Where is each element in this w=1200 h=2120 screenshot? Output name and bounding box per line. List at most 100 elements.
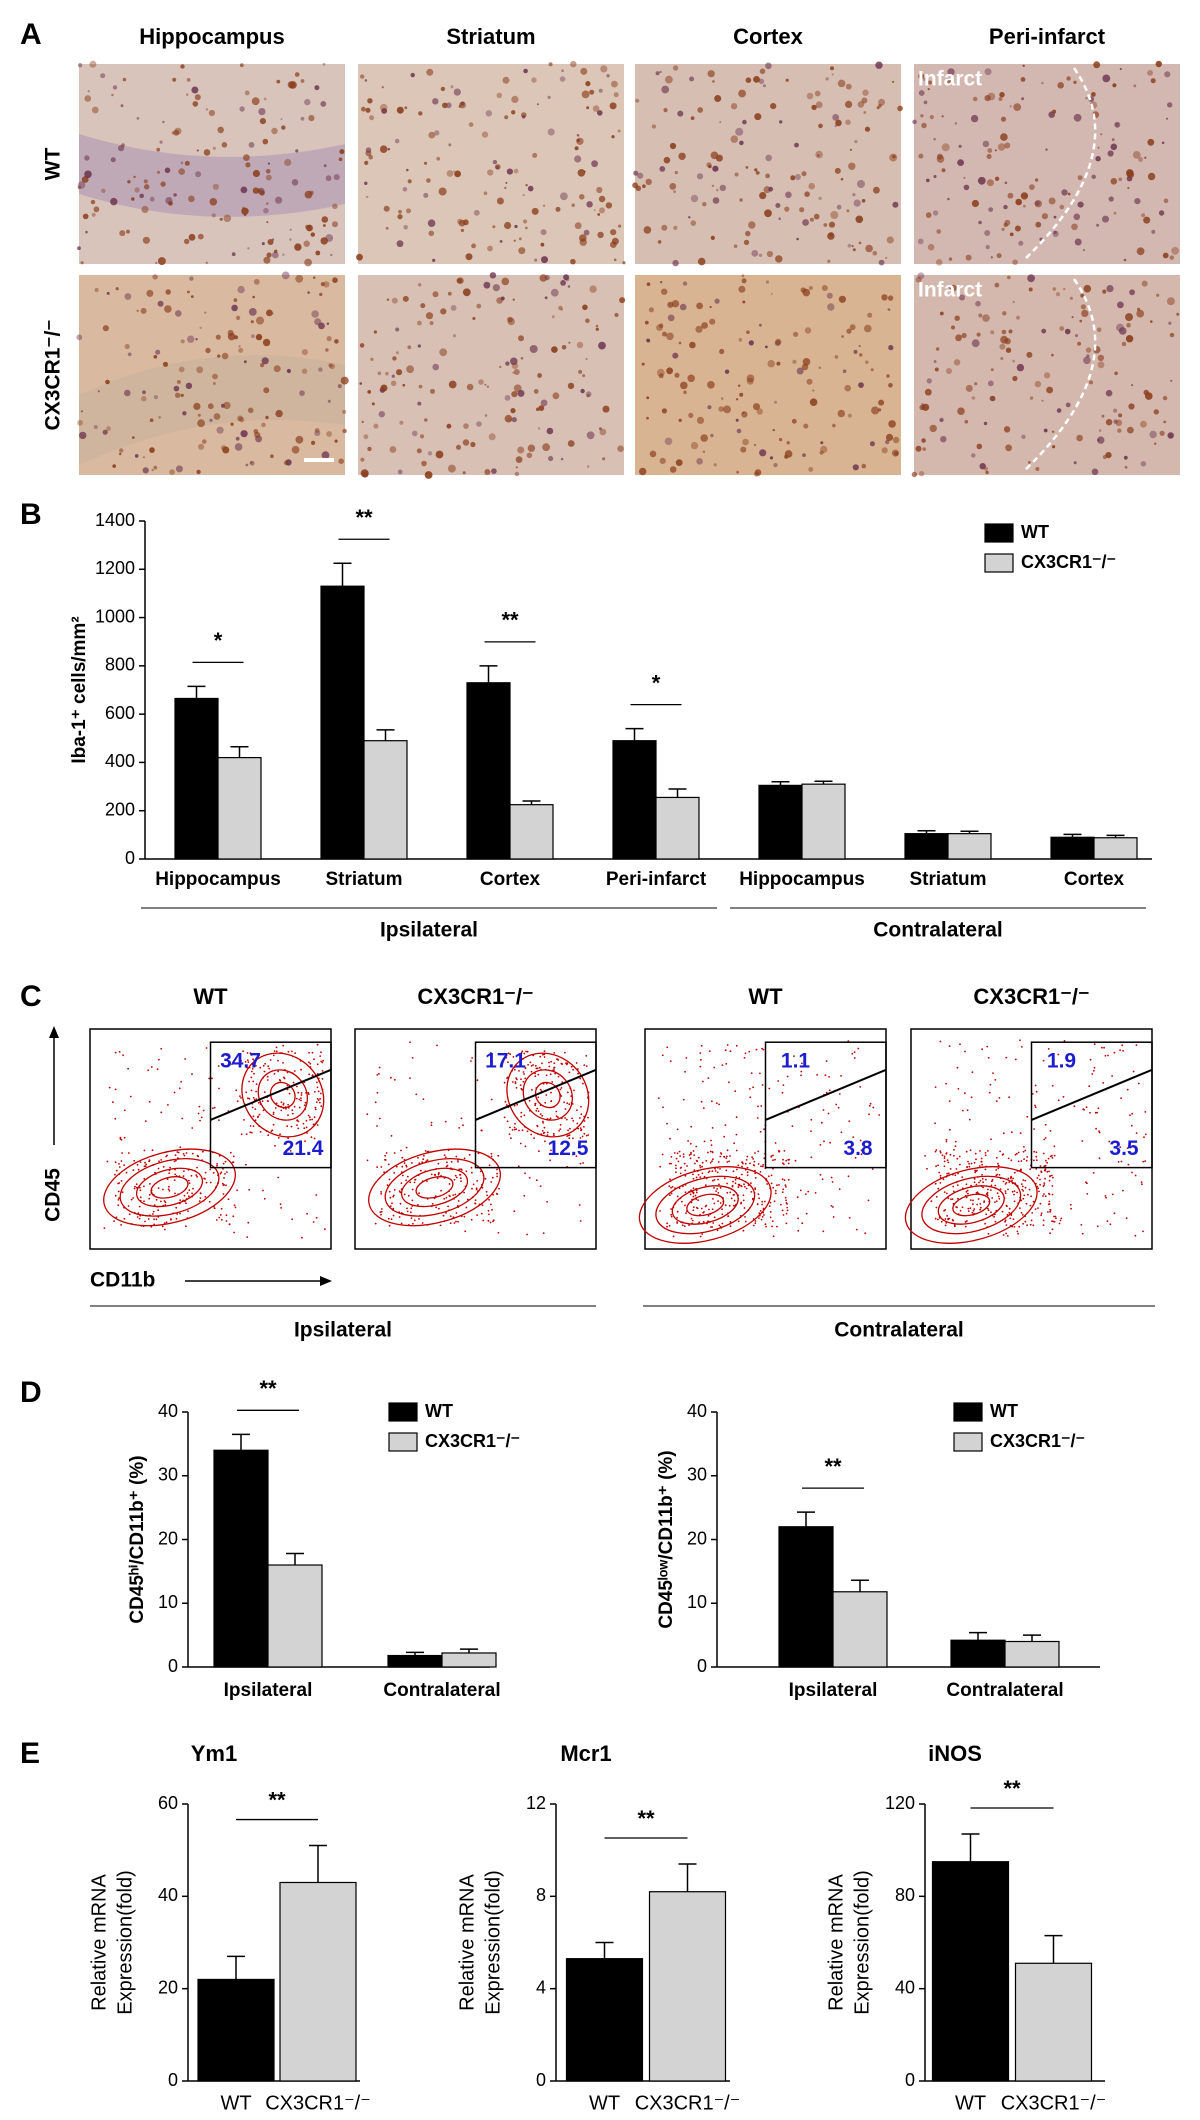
stained-cell <box>712 197 720 204</box>
error-bar <box>376 729 395 741</box>
bar <box>801 783 846 860</box>
stained-cell <box>1117 428 1122 433</box>
event-dot <box>1013 1193 1015 1196</box>
event-dot <box>548 1065 551 1068</box>
stained-cell <box>368 154 374 160</box>
stained-cell <box>541 256 548 264</box>
stained-cell <box>233 298 238 302</box>
stained-cell <box>986 154 992 159</box>
stained-cell <box>367 390 372 394</box>
event-dot <box>712 1158 714 1161</box>
micrograph-background <box>635 64 901 264</box>
gate <box>1030 1041 1153 1169</box>
stained-cell <box>689 76 695 82</box>
infarct-border <box>1023 67 1097 261</box>
y-tick-label: 20 <box>687 1528 707 1548</box>
event-dot <box>738 1183 741 1186</box>
stained-cell <box>753 443 757 447</box>
event-dot <box>735 1133 738 1136</box>
stained-cell <box>527 444 536 452</box>
event-dot <box>952 1190 955 1193</box>
event-dot <box>379 1211 382 1213</box>
stained-cell <box>606 74 610 78</box>
event-dot <box>716 1229 719 1232</box>
event-dot <box>445 1196 448 1199</box>
plot-title: CX3CR1⁻/⁻ <box>973 984 1089 1009</box>
event-dot <box>245 1163 247 1166</box>
event-dot <box>145 1163 148 1166</box>
event-dot <box>553 1052 556 1054</box>
event-dot <box>114 1117 117 1120</box>
stained-cell <box>617 129 621 133</box>
stained-cell <box>802 453 806 457</box>
stained-cell <box>1112 83 1117 88</box>
stained-cell <box>513 168 519 174</box>
event-dot <box>247 1221 250 1224</box>
stained-cell <box>763 84 766 88</box>
stained-cell <box>149 196 155 202</box>
event-dot <box>980 1160 983 1163</box>
event-dot <box>713 1216 716 1219</box>
stained-cell <box>429 321 434 326</box>
stained-cell <box>669 142 677 150</box>
event-dot <box>496 1168 498 1171</box>
stained-cell <box>714 95 722 102</box>
event-dot <box>191 1127 194 1129</box>
stained-cell <box>142 456 145 459</box>
event-dot <box>997 1164 1000 1167</box>
stained-cell <box>1028 287 1033 292</box>
y-tick-label: 4 <box>536 1977 546 1997</box>
stained-cell <box>435 450 444 459</box>
event-dot <box>737 1186 740 1188</box>
stained-cell <box>779 120 783 124</box>
event-dot <box>520 1115 523 1118</box>
stained-cell <box>118 145 125 152</box>
stained-cell <box>1035 467 1040 471</box>
x-tick-label: CX3CR1⁻/⁻ <box>1001 2092 1107 2114</box>
event-dot <box>678 1187 681 1190</box>
stained-cell <box>234 443 243 451</box>
event-dot <box>259 1066 262 1069</box>
y-tick-label: 400 <box>105 751 135 771</box>
stained-cell <box>1074 238 1082 246</box>
y-tick-label: 0 <box>168 1656 178 1676</box>
event-dot <box>681 1200 683 1203</box>
event-dot <box>539 1088 542 1091</box>
stained-cell <box>935 259 943 266</box>
event-dot <box>783 1179 786 1181</box>
row-label: CX3CR1⁻/⁻ <box>42 320 65 431</box>
event-dot <box>471 1057 473 1059</box>
event-dot <box>745 1159 748 1161</box>
event-dot <box>676 1210 679 1213</box>
event-dot <box>392 1195 395 1198</box>
event-dot <box>1135 1132 1138 1134</box>
stained-cell <box>162 120 165 124</box>
event-dot <box>216 1163 219 1165</box>
event-dot <box>1104 1195 1107 1197</box>
event-dot <box>263 1197 266 1200</box>
event-dot <box>782 1084 785 1086</box>
stained-cell <box>366 195 369 199</box>
event-dot <box>191 1073 193 1075</box>
stained-cell <box>1143 389 1149 396</box>
stained-cell <box>144 184 150 190</box>
stained-cell <box>586 431 595 440</box>
stained-cell <box>301 368 308 374</box>
event-dot <box>713 1066 716 1069</box>
stained-cell <box>250 320 254 324</box>
event-dot <box>692 1195 695 1198</box>
stained-cell <box>792 359 797 364</box>
event-dot <box>1142 1230 1144 1233</box>
event-dot <box>444 1156 447 1159</box>
stained-cell <box>918 153 924 159</box>
stained-cell <box>858 241 862 245</box>
event-dot <box>1033 1128 1035 1130</box>
stained-cell <box>1016 363 1025 372</box>
event-dot <box>975 1183 978 1186</box>
event-dot <box>384 1154 386 1157</box>
event-dot <box>484 1177 487 1180</box>
stained-cell <box>808 467 814 472</box>
event-dot <box>568 1134 571 1137</box>
event-dot <box>822 1230 825 1233</box>
event-dot <box>308 1073 311 1076</box>
